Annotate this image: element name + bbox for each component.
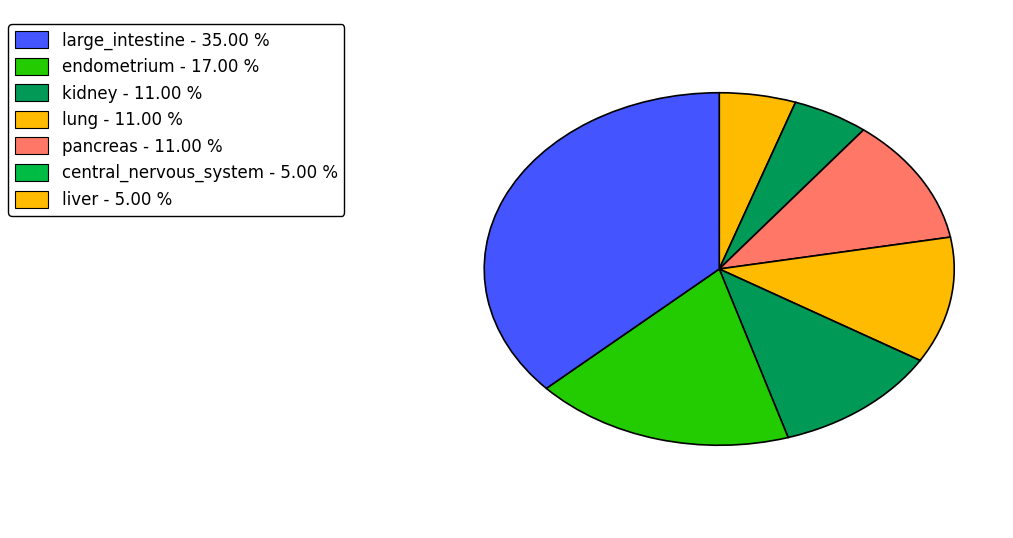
Wedge shape <box>719 93 795 269</box>
Legend: large_intestine - 35.00 %, endometrium - 17.00 %, kidney - 11.00 %, lung - 11.00: large_intestine - 35.00 %, endometrium -… <box>8 24 344 216</box>
Wedge shape <box>719 269 920 437</box>
Wedge shape <box>719 102 863 269</box>
Wedge shape <box>719 130 950 269</box>
Wedge shape <box>484 93 719 388</box>
Wedge shape <box>546 269 788 445</box>
Wedge shape <box>719 237 954 360</box>
